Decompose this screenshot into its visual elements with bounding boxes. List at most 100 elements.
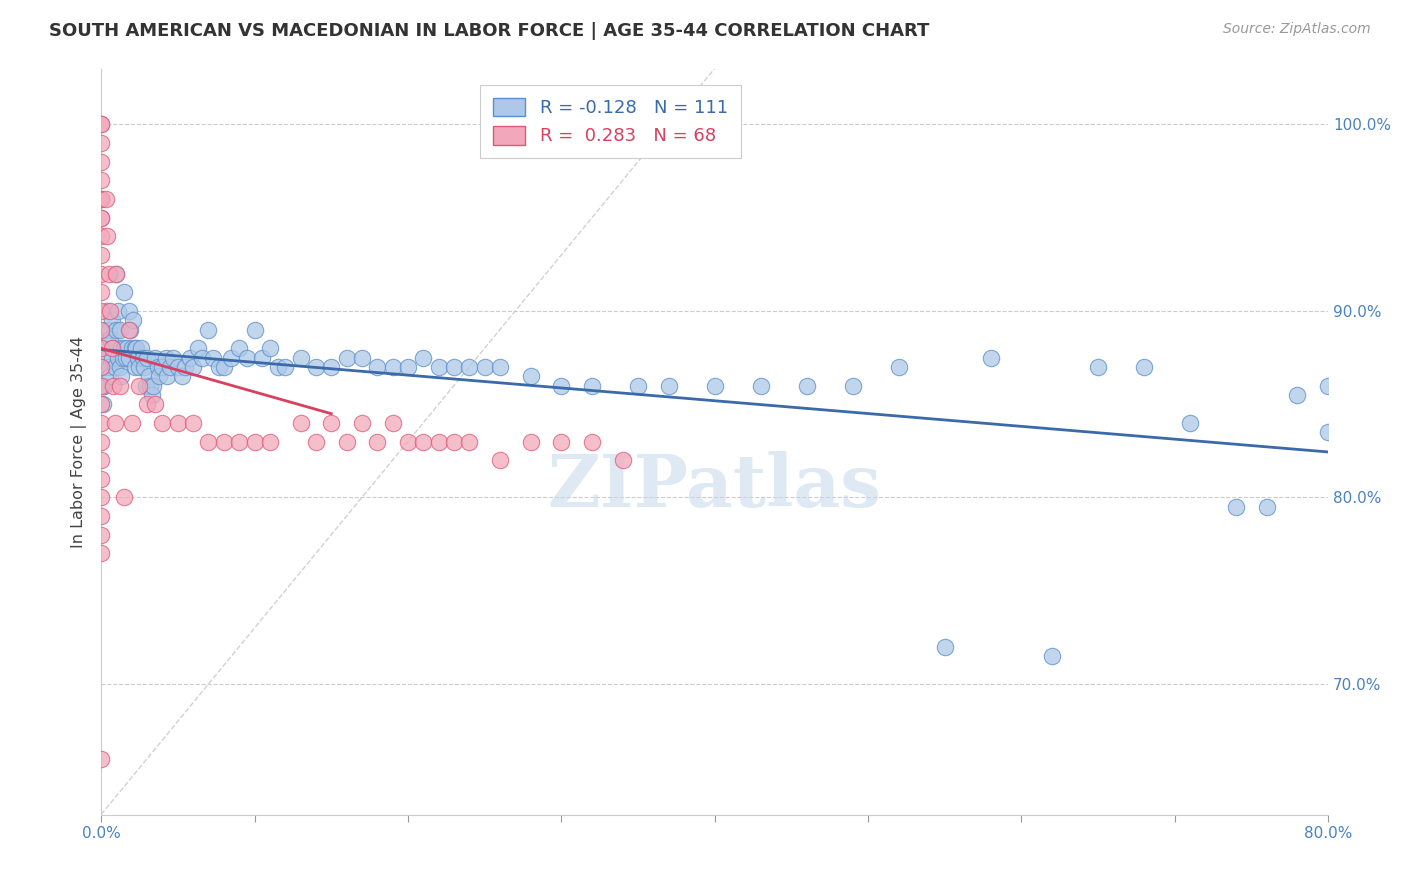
Point	[90, 378, 112, 392]
Point	[90, 491, 112, 505]
Point	[841, 378, 863, 392]
Point	[305, 434, 328, 449]
Point	[250, 351, 273, 365]
Point	[138, 369, 160, 384]
Legend: R = -0.128   N = 111, R =  0.283   N = 68: R = -0.128 N = 111, R = 0.283 N = 68	[481, 85, 741, 158]
Point	[108, 378, 131, 392]
Point	[321, 416, 343, 430]
Point	[115, 341, 138, 355]
Point	[152, 359, 174, 374]
Point	[94, 359, 117, 374]
Point	[93, 378, 115, 392]
Point	[108, 323, 131, 337]
Point	[166, 359, 188, 374]
Point	[1317, 425, 1340, 440]
Point	[321, 359, 343, 374]
Point	[97, 359, 120, 374]
Point	[152, 416, 174, 430]
Point	[94, 323, 117, 337]
Point	[127, 351, 149, 365]
Point	[101, 351, 124, 365]
Point	[91, 397, 114, 411]
Point	[366, 434, 388, 449]
Point	[90, 192, 112, 206]
Point	[427, 434, 450, 449]
Point	[90, 211, 112, 225]
Point	[118, 323, 141, 337]
Point	[228, 341, 250, 355]
Point	[122, 313, 145, 327]
Point	[90, 546, 112, 560]
Point	[166, 416, 188, 430]
Point	[90, 509, 112, 524]
Point	[228, 434, 250, 449]
Point	[749, 378, 772, 392]
Point	[90, 154, 112, 169]
Point	[489, 453, 512, 467]
Point	[212, 359, 235, 374]
Point	[236, 351, 259, 365]
Point	[305, 359, 328, 374]
Point	[412, 351, 434, 365]
Point	[191, 351, 214, 365]
Point	[132, 359, 155, 374]
Point	[141, 388, 163, 402]
Point	[143, 351, 166, 365]
Point	[121, 341, 143, 355]
Point	[396, 434, 419, 449]
Point	[97, 267, 120, 281]
Point	[1286, 388, 1309, 402]
Point	[103, 378, 125, 392]
Point	[1040, 648, 1063, 663]
Point	[519, 434, 541, 449]
Point	[139, 378, 162, 392]
Point	[90, 359, 112, 374]
Y-axis label: In Labor Force | Age 35-44: In Labor Force | Age 35-44	[72, 335, 87, 548]
Point	[366, 359, 388, 374]
Point	[90, 341, 112, 355]
Point	[1178, 416, 1201, 430]
Point	[90, 285, 112, 300]
Point	[90, 323, 112, 337]
Point	[135, 378, 157, 392]
Point	[581, 378, 603, 392]
Point	[381, 359, 404, 374]
Point	[114, 351, 136, 365]
Point	[197, 323, 219, 337]
Point	[627, 378, 650, 392]
Text: ZIPatlas: ZIPatlas	[547, 450, 882, 522]
Point	[101, 341, 124, 355]
Point	[90, 118, 112, 132]
Point	[703, 378, 725, 392]
Point	[90, 248, 112, 262]
Point	[91, 359, 114, 374]
Point	[110, 341, 132, 355]
Point	[90, 528, 112, 542]
Point	[90, 192, 112, 206]
Point	[112, 491, 135, 505]
Point	[143, 397, 166, 411]
Point	[381, 416, 404, 430]
Point	[290, 416, 312, 430]
Point	[103, 341, 125, 355]
Point	[96, 304, 118, 318]
Point	[121, 416, 143, 430]
Point	[159, 359, 181, 374]
Point	[105, 267, 128, 281]
Point	[221, 351, 243, 365]
Point	[101, 313, 124, 327]
Point	[181, 359, 204, 374]
Point	[243, 323, 266, 337]
Point	[90, 173, 112, 187]
Point	[335, 351, 357, 365]
Point	[112, 341, 135, 355]
Point	[136, 397, 159, 411]
Point	[187, 341, 209, 355]
Point	[266, 359, 288, 374]
Text: SOUTH AMERICAN VS MACEDONIAN IN LABOR FORCE | AGE 35-44 CORRELATION CHART: SOUTH AMERICAN VS MACEDONIAN IN LABOR FO…	[49, 22, 929, 40]
Point	[105, 267, 128, 281]
Point	[97, 323, 120, 337]
Point	[90, 229, 112, 244]
Point	[94, 192, 117, 206]
Point	[93, 341, 115, 355]
